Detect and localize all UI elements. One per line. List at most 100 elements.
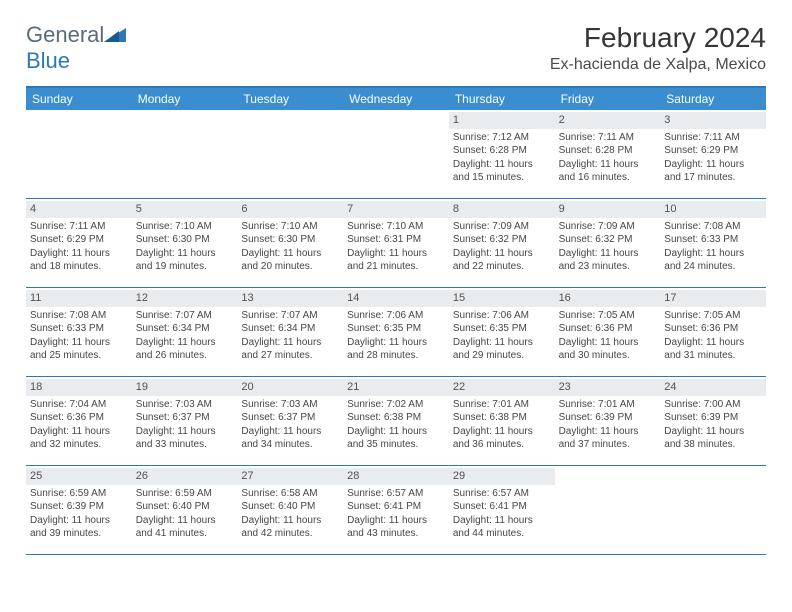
sunrise-text: Sunrise: 7:12 AM <box>453 131 551 145</box>
day-cell: 6Sunrise: 7:10 AMSunset: 6:30 PMDaylight… <box>237 199 343 287</box>
daylight-text: Daylight: 11 hours and 30 minutes. <box>559 336 657 363</box>
sunset-text: Sunset: 6:34 PM <box>136 322 234 336</box>
weeks-grid: 1 Sunrise: 7:12 AMSunset: 6:28 PM Daylight… <box>26 110 766 555</box>
daylight-text: Daylight: 11 hours and 16 minutes. <box>559 158 657 185</box>
sunrise-text: Sunrise: 7:01 AM <box>559 398 657 412</box>
day-header: Sunday <box>26 88 132 110</box>
sunset-text: Sunset: 6:37 PM <box>136 411 234 425</box>
day-cell <box>555 466 661 554</box>
daylight-text: Daylight: 11 hours and 31 minutes. <box>664 336 762 363</box>
daylight-text: Daylight: 11 hours and 39 minutes. <box>30 514 128 541</box>
location: Ex-hacienda de Xalpa, Mexico <box>550 56 766 74</box>
day-cell: 27Sunrise: 6:58 AMSunset: 6:40 PMDayligh… <box>237 466 343 554</box>
sunrise-text: Sunrise: 7:04 AM <box>30 398 128 412</box>
daylight-text: Daylight: 11 hours and 23 minutes. <box>559 247 657 274</box>
calendar: SundayMondayTuesdayWednesdayThursdayFrid… <box>26 86 766 555</box>
sunrise-text: Sunrise: 7:09 AM <box>559 220 657 234</box>
sunrise-text: Sunrise: 7:10 AM <box>241 220 339 234</box>
sunset-text: Sunset: 6:41 PM <box>347 500 445 514</box>
sunset-text: Sunset: 6:36 PM <box>30 411 128 425</box>
day-number: 26 <box>132 468 238 485</box>
sunrise-text: Sunrise: 7:08 AM <box>664 220 762 234</box>
sunset-text: Sunset: 6:31 PM <box>347 233 445 247</box>
sunset-text: Sunset: 6:38 PM <box>453 411 551 425</box>
sunrise-text: Sunrise: 7:01 AM <box>453 398 551 412</box>
week-row: 11Sunrise: 7:08 AMSunset: 6:33 PMDayligh… <box>26 288 766 377</box>
sunrise-text: Sunrise: 7:11 AM <box>30 220 128 234</box>
day-cell: 9Sunrise: 7:09 AMSunset: 6:32 PMDaylight… <box>555 199 661 287</box>
header: GeneralBlue February 2024 Ex-hacienda de… <box>26 22 766 74</box>
sunset-text: Sunset: 6:29 PM <box>30 233 128 247</box>
daylight-text: Daylight: 11 hours and 33 minutes. <box>136 425 234 452</box>
sunrise-text: Sunrise: 7:07 AM <box>241 309 339 323</box>
sunrise-text: Sunrise: 7:02 AM <box>347 398 445 412</box>
sunset-text: Sunset: 6:37 PM <box>241 411 339 425</box>
day-number: 5 <box>132 201 238 218</box>
day-cell: 29Sunrise: 6:57 AMSunset: 6:41 PMDayligh… <box>449 466 555 554</box>
sunrise-text: Sunrise: 6:57 AM <box>453 487 551 501</box>
day-number: 22 <box>449 379 555 396</box>
sunset-text: Sunset: 6:41 PM <box>453 500 551 514</box>
week-row: 1 Sunrise: 7:12 AMSunset: 6:28 PM Daylight… <box>26 110 766 199</box>
sunset-text: Sunset: 6:30 PM <box>136 233 234 247</box>
daylight-text: Daylight: 11 hours and 41 minutes. <box>136 514 234 541</box>
day-cell: 7Sunrise: 7:10 AMSunset: 6:31 PMDaylight… <box>343 199 449 287</box>
day-number: 16 <box>555 290 661 307</box>
day-cell: 26 Sunrise: 6:59 AMSunset: 6:40 PMDayligh… <box>132 466 238 554</box>
daylight-text: Daylight: 11 hours and 42 minutes. <box>241 514 339 541</box>
daylight-text: Daylight: 11 hours and 25 minutes. <box>30 336 128 363</box>
day-number: 17 <box>660 290 766 307</box>
week-row: 4Sunrise: 7:11 AMSunset: 6:29 PMDaylight… <box>26 199 766 288</box>
day-cell: 5Sunrise: 7:10 AMSunset: 6:30 PMDaylight… <box>132 199 238 287</box>
week-row: 25Sunrise: 6:59 AMSunset: 6:39 PMDayligh… <box>26 466 766 555</box>
sunrise-text: Sunrise: 7:00 AM <box>664 398 762 412</box>
sunrise-text: Sunrise: 6:58 AM <box>241 487 339 501</box>
day-cell: 1Sunrise: 7:12 AMSunset: 6:28 PMDaylight… <box>449 110 555 198</box>
daylight-text: Daylight: 11 hours and 17 minutes. <box>664 158 762 185</box>
day-number: 3 <box>660 112 766 129</box>
day-cell: 23Sunrise: 7:01 AMSunset: 6:39 PMDayligh… <box>555 377 661 465</box>
day-cell <box>26 110 132 198</box>
day-cell: 19Sunrise: 7:03 AMSunset: 6:37 PMDayligh… <box>132 377 238 465</box>
sunset-text: Sunset: 6:34 PM <box>241 322 339 336</box>
daylight-text: Daylight: 11 hours and 29 minutes. <box>453 336 551 363</box>
day-cell: 16Sunrise: 7:05 AMSunset: 6:36 PMDayligh… <box>555 288 661 376</box>
sunrise-text: Sunrise: 7:05 AM <box>559 309 657 323</box>
sunset-text: Sunset: 6:33 PM <box>664 233 762 247</box>
triangle-icon <box>104 22 126 48</box>
daylight-text: Daylight: 11 hours and 22 minutes. <box>453 247 551 274</box>
sunset-text: Sunset: 6:39 PM <box>559 411 657 425</box>
day-cell: 15Sunrise: 7:06 AMSunset: 6:35 PMDayligh… <box>449 288 555 376</box>
day-number: 8 <box>449 201 555 218</box>
sunset-text: Sunset: 6:28 PM <box>453 144 551 158</box>
sunset-text: Sunset: 6:40 PM <box>136 500 234 514</box>
day-header: Thursday <box>449 88 555 110</box>
daylight-text: Daylight: 11 hours and 28 minutes. <box>347 336 445 363</box>
day-number: 25 <box>26 468 132 485</box>
day-cell: 14Sunrise: 7:06 AMSunset: 6:35 PMDayligh… <box>343 288 449 376</box>
day-cell: 8Sunrise: 7:09 AMSunset: 6:32 PMDaylight… <box>449 199 555 287</box>
sunrise-text: Sunrise: 7:05 AM <box>664 309 762 323</box>
sunrise-text: Sunrise: 7:10 AM <box>347 220 445 234</box>
day-number: 7 <box>343 201 449 218</box>
sunrise-text: Sunrise: 7:08 AM <box>30 309 128 323</box>
day-number: 20 <box>237 379 343 396</box>
sunrise-text: Sunrise: 6:59 AM <box>136 487 234 501</box>
day-number: 10 <box>660 201 766 218</box>
day-number: 11 <box>26 290 132 307</box>
day-cell: 22Sunrise: 7:01 AMSunset: 6:38 PMDayligh… <box>449 377 555 465</box>
daylight-text: Daylight: 11 hours and 27 minutes. <box>241 336 339 363</box>
daylight-text: Daylight: 11 hours and 20 minutes. <box>241 247 339 274</box>
daylight-text: Daylight: 11 hours and 26 minutes. <box>136 336 234 363</box>
sunset-text: Sunset: 6:39 PM <box>30 500 128 514</box>
day-number: 27 <box>237 468 343 485</box>
sunrise-text: Sunrise: 6:59 AM <box>30 487 128 501</box>
day-number: 19 <box>132 379 238 396</box>
day-cell: 13Sunrise: 7:07 AMSunset: 6:34 PMDayligh… <box>237 288 343 376</box>
sunrise-text: Sunrise: 7:11 AM <box>559 131 657 145</box>
day-number: 1 <box>449 112 555 129</box>
day-number: 24 <box>660 379 766 396</box>
day-cell: 11Sunrise: 7:08 AMSunset: 6:33 PMDayligh… <box>26 288 132 376</box>
brand-part2: Blue <box>26 48 70 73</box>
day-cell: 20Sunrise: 7:03 AMSunset: 6:37 PMDayligh… <box>237 377 343 465</box>
